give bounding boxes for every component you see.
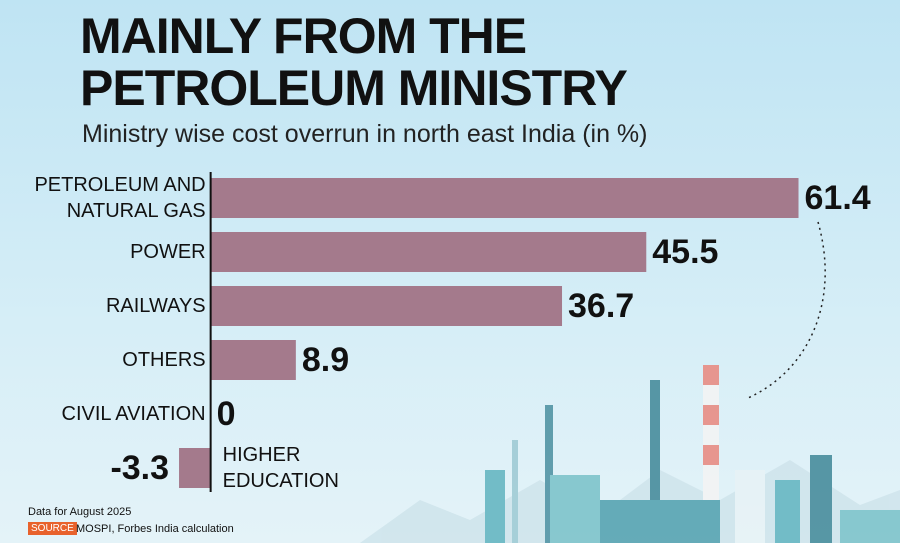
category-label: POWER bbox=[130, 241, 206, 263]
category-label: OTHERS bbox=[122, 349, 206, 371]
bar bbox=[179, 448, 211, 488]
bar bbox=[210, 340, 296, 380]
value-label: -3.3 bbox=[110, 449, 169, 487]
callout-line bbox=[747, 221, 826, 399]
bar bbox=[210, 232, 647, 272]
bar bbox=[210, 178, 799, 218]
value-label: 45.5 bbox=[652, 233, 718, 271]
chart-subtitle: Ministry wise cost overrun in north east… bbox=[82, 120, 648, 148]
category-label: RAILWAYS bbox=[105, 295, 206, 317]
note: Data for August 2025 bbox=[28, 506, 132, 518]
bar bbox=[210, 286, 563, 326]
illustration bbox=[360, 365, 900, 543]
value-label: 8.9 bbox=[302, 341, 349, 379]
source-badge: SOURCE bbox=[28, 522, 77, 535]
chart-title: MAINLY FROM THE PETROLEUM MINISTRY bbox=[80, 8, 628, 116]
category-label: PETROLEUM AND NATURAL GAS bbox=[34, 174, 206, 222]
category-label: CIVIL AVIATION bbox=[61, 403, 206, 425]
source: MOSPI, Forbes India calculation bbox=[76, 523, 234, 535]
value-label: 36.7 bbox=[568, 287, 634, 325]
category-label: HIGHER EDUCATION bbox=[222, 444, 339, 492]
value-label: 61.4 bbox=[805, 179, 871, 217]
value-label: 0 bbox=[217, 395, 236, 433]
